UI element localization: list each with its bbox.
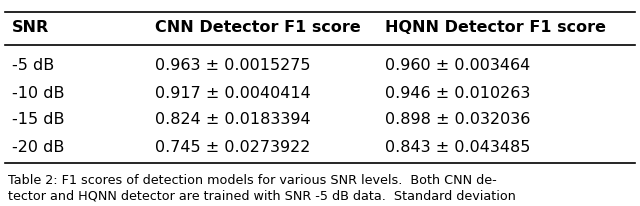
Text: CNN Detector F1 score: CNN Detector F1 score xyxy=(155,19,361,34)
Text: 0.917 ± 0.0040414: 0.917 ± 0.0040414 xyxy=(155,85,311,100)
Text: 0.963 ± 0.0015275: 0.963 ± 0.0015275 xyxy=(155,58,310,73)
Text: tector and HQNN detector are trained with SNR -5 dB data.  Standard deviation: tector and HQNN detector are trained wit… xyxy=(8,188,516,201)
Text: -20 dB: -20 dB xyxy=(12,139,65,154)
Text: 0.960 ± 0.003464: 0.960 ± 0.003464 xyxy=(385,58,531,73)
Text: HQNN Detector F1 score: HQNN Detector F1 score xyxy=(385,19,606,34)
Text: SNR: SNR xyxy=(12,19,49,34)
Text: -10 dB: -10 dB xyxy=(12,85,65,100)
Text: -5 dB: -5 dB xyxy=(12,58,54,73)
Text: 0.745 ± 0.0273922: 0.745 ± 0.0273922 xyxy=(155,139,310,154)
Text: 0.843 ± 0.043485: 0.843 ± 0.043485 xyxy=(385,139,531,154)
Text: Table 2: F1 scores of detection models for various SNR levels.  Both CNN de-: Table 2: F1 scores of detection models f… xyxy=(8,173,497,186)
Text: 0.898 ± 0.032036: 0.898 ± 0.032036 xyxy=(385,112,531,127)
Text: -15 dB: -15 dB xyxy=(12,112,65,127)
Text: 0.946 ± 0.010263: 0.946 ± 0.010263 xyxy=(385,85,531,100)
Text: 0.824 ± 0.0183394: 0.824 ± 0.0183394 xyxy=(155,112,310,127)
